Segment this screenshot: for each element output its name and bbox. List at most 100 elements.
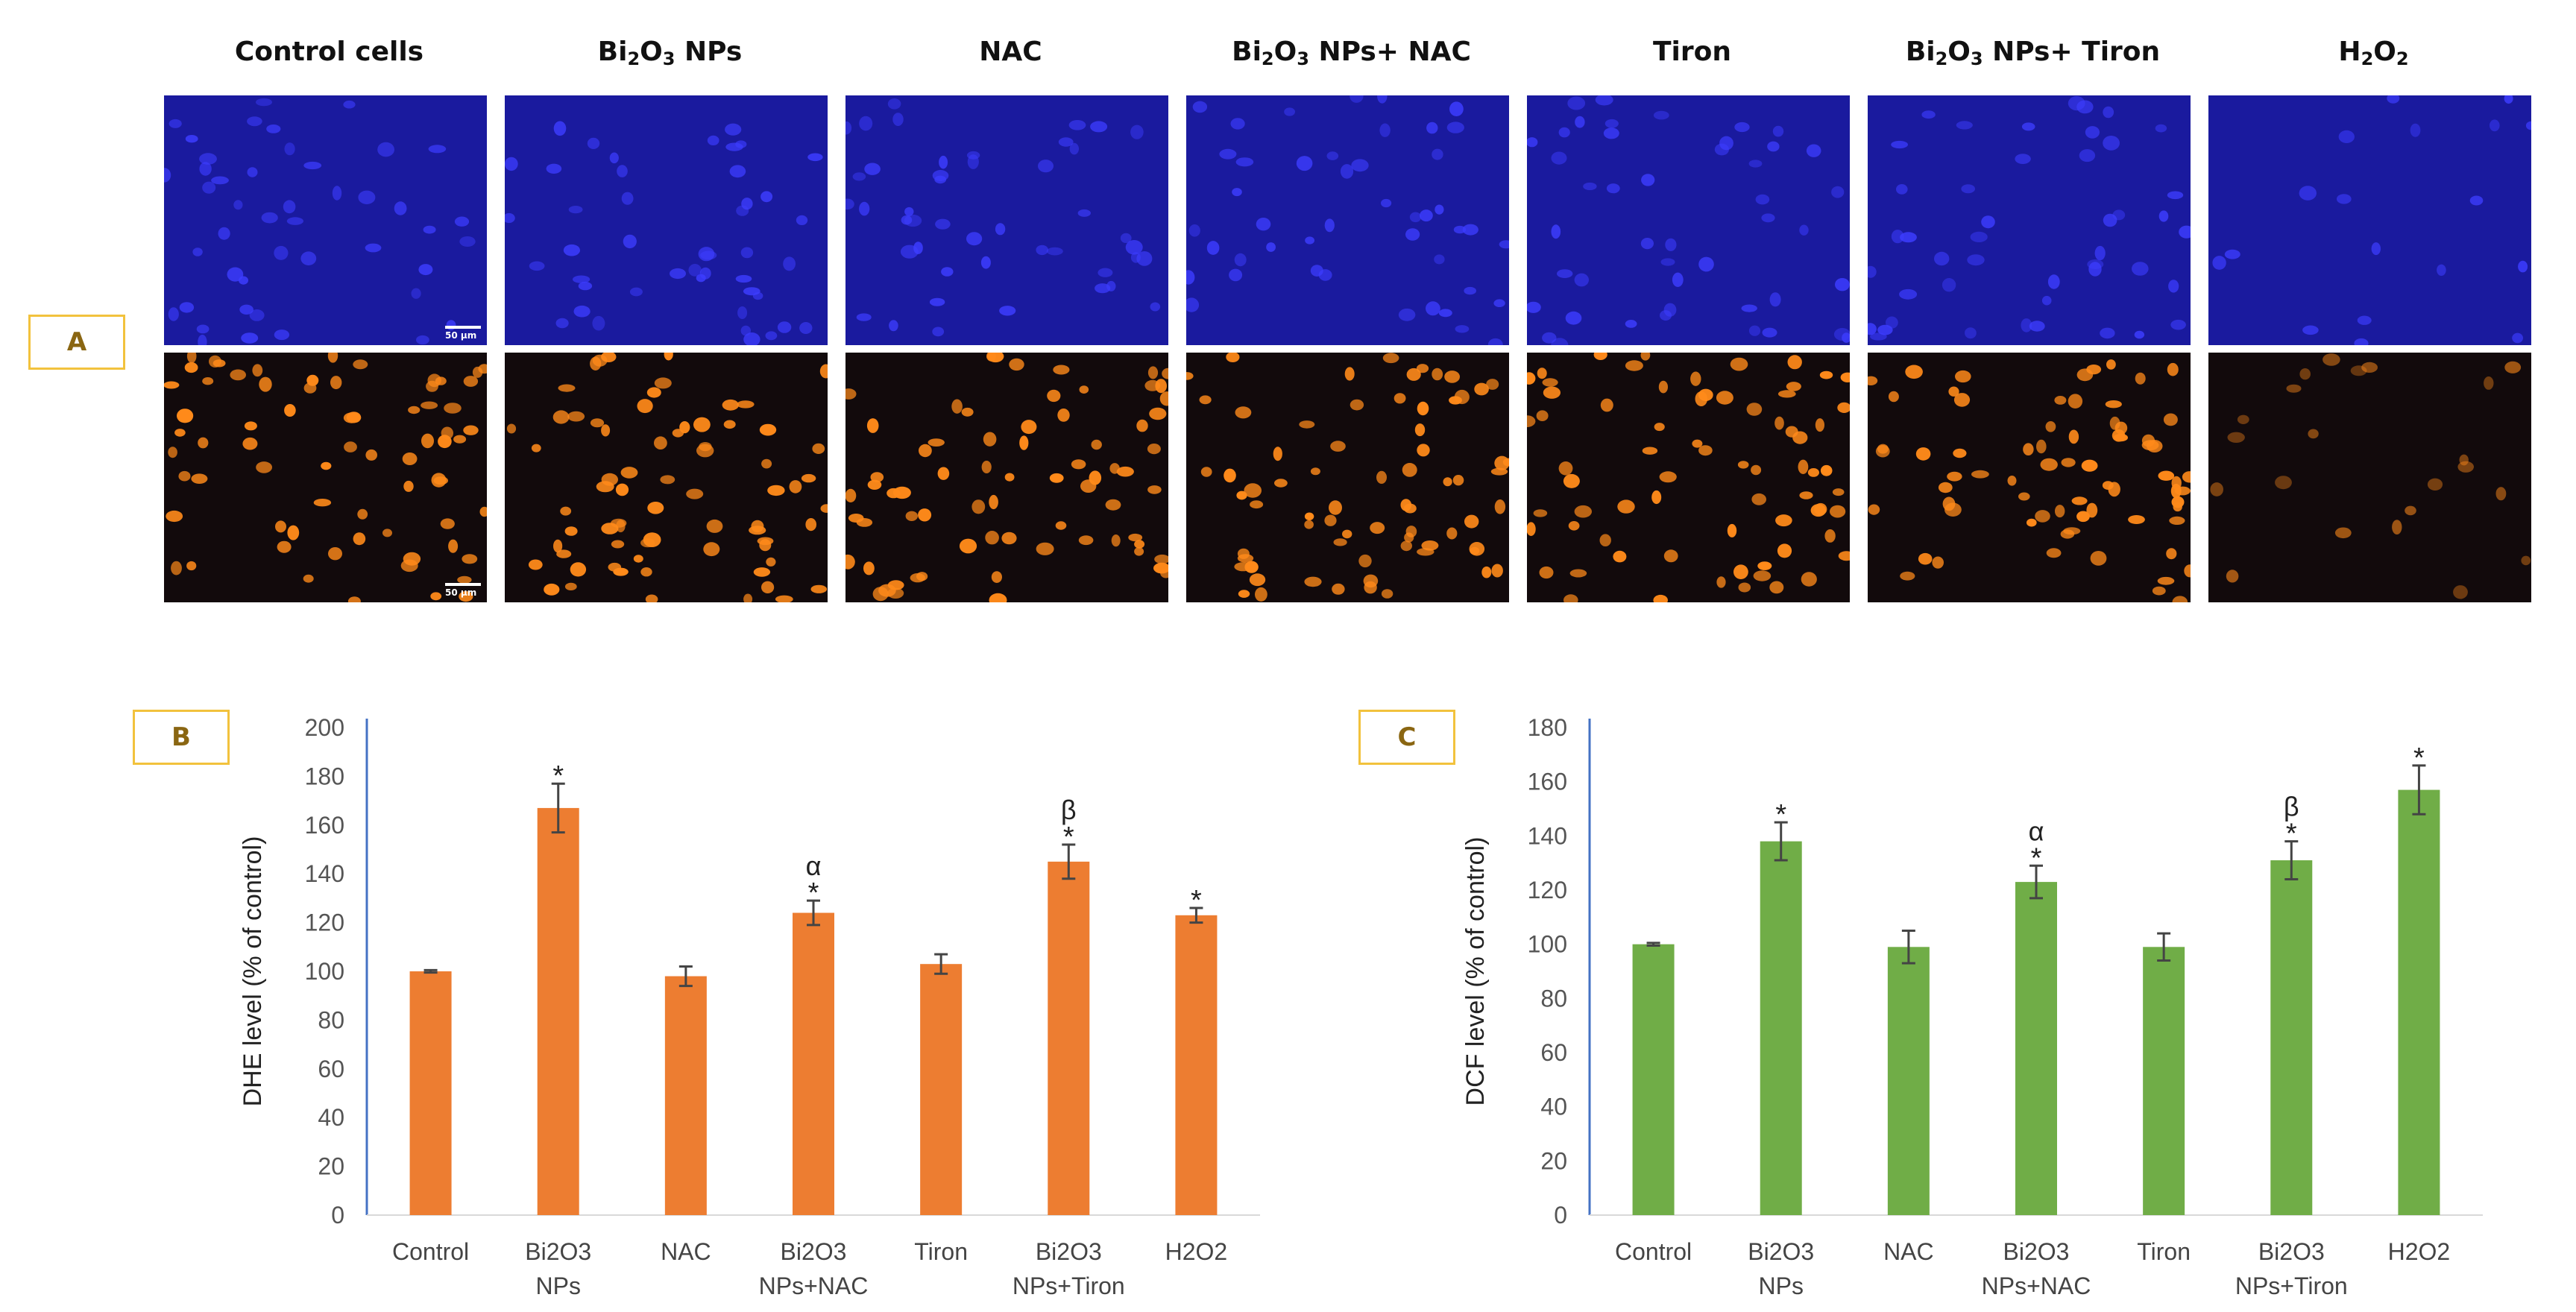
y-tick-label: 60 bbox=[318, 1056, 344, 1082]
y-tick-label: 140 bbox=[1528, 822, 1567, 849]
x-tick-label: Bi2O3 bbox=[1036, 1238, 1102, 1265]
bar-6 bbox=[2398, 789, 2440, 1215]
y-tick-label: 160 bbox=[1528, 769, 1567, 795]
column-title-4: Tiron bbox=[1525, 30, 1859, 75]
x-tick-label: Tiron bbox=[914, 1238, 968, 1265]
title-main: Bi bbox=[597, 37, 628, 67]
significance-mark: * bbox=[2286, 819, 2297, 850]
y-tick-label: 80 bbox=[1540, 985, 1567, 1012]
x-tick-label: Bi2O3 bbox=[2258, 1238, 2325, 1265]
title-sub2: 3 bbox=[1297, 48, 1309, 69]
y-tick-label: 80 bbox=[318, 1006, 344, 1033]
x-tick-label: Bi2O3 bbox=[2003, 1238, 2070, 1265]
bar-1 bbox=[1760, 841, 1802, 1215]
column-title-5: Bi2O3 NPs+ Tiron bbox=[1866, 30, 2199, 75]
title-sub: 2 bbox=[2361, 48, 2374, 69]
significance-mark: β bbox=[1061, 795, 1077, 825]
title-sub: 2 bbox=[627, 48, 640, 69]
column-title-6: H2O2 bbox=[2207, 30, 2540, 75]
x-tick-label: NAC bbox=[1883, 1238, 1934, 1265]
x-tick-label: Bi2O3 bbox=[525, 1238, 591, 1265]
orange-micrograph-0: 50 μm bbox=[164, 353, 487, 602]
title-sub: 2 bbox=[1261, 48, 1274, 69]
column-title-3: Bi2O3 NPs+ NAC bbox=[1185, 30, 1518, 75]
x-tick-label: NPs+NAC bbox=[759, 1272, 869, 1299]
scale-bar: 50 μm bbox=[445, 583, 481, 598]
significance-mark: α bbox=[806, 851, 822, 881]
column-title-1: Bi2O3 NPs bbox=[503, 30, 837, 75]
y-tick-label: 20 bbox=[1540, 1147, 1567, 1174]
significance-mark: α bbox=[2029, 816, 2044, 846]
title-sub2: 2 bbox=[2396, 48, 2409, 69]
y-tick-label: 20 bbox=[318, 1153, 344, 1180]
x-tick-label: Bi2O3 bbox=[1748, 1238, 1814, 1265]
y-tick-label: 180 bbox=[305, 763, 344, 789]
panel-label-a: A bbox=[28, 315, 125, 370]
y-axis-label: DCF level (% of control) bbox=[1461, 837, 1490, 1106]
title-tail: NPs+ NAC bbox=[1309, 37, 1471, 67]
bar-0 bbox=[1632, 944, 1675, 1215]
title-main: Bi bbox=[1905, 37, 1936, 67]
x-tick-label: NPs+NAC bbox=[1982, 1272, 2091, 1299]
y-tick-label: 0 bbox=[331, 1202, 344, 1229]
y-tick-label: 100 bbox=[305, 958, 344, 985]
x-tick-label: NPs+Tiron bbox=[2235, 1272, 2348, 1299]
significance-mark: β bbox=[2284, 792, 2299, 822]
column-title-2: NAC bbox=[844, 30, 1177, 75]
bar-0 bbox=[409, 971, 452, 1215]
x-tick-label: Control bbox=[1615, 1238, 1692, 1265]
y-tick-label: 180 bbox=[1528, 714, 1567, 741]
bar-5 bbox=[1048, 861, 1090, 1215]
y-tick-label: 140 bbox=[305, 860, 344, 887]
x-tick-label: NPs+Tiron bbox=[1013, 1272, 1125, 1299]
x-tick-label: NPs bbox=[1758, 1272, 1803, 1299]
title-main: Control cells bbox=[234, 37, 424, 67]
blue-micrograph-1 bbox=[505, 95, 828, 345]
bar-6 bbox=[1175, 915, 1218, 1215]
title-mid: O bbox=[1273, 37, 1297, 67]
orange-micrograph-6 bbox=[2208, 353, 2531, 602]
blue-micrograph-4 bbox=[1527, 95, 1850, 345]
x-tick-label: H2O2 bbox=[1165, 1238, 1228, 1265]
title-mid: O bbox=[1947, 37, 1971, 67]
dcf-bar-chart: DCF level (% of control) 0 20 40 60 80 100 120 1… bbox=[1461, 714, 2483, 1299]
y-tick-label: 40 bbox=[1540, 1094, 1567, 1120]
scale-bar-label: 50 μm bbox=[445, 330, 477, 341]
bar-3 bbox=[793, 912, 834, 1215]
y-tick-label: 160 bbox=[305, 812, 344, 839]
title-main: Tiron bbox=[1652, 37, 1731, 67]
y-tick-label: 200 bbox=[305, 714, 344, 741]
y-tick-label: 100 bbox=[1528, 931, 1567, 958]
panel-label-c: C bbox=[1358, 710, 1455, 765]
title-tail: NPs+ Tiron bbox=[1983, 37, 2161, 67]
title-tail: NPs bbox=[675, 37, 743, 67]
blue-micrograph-5 bbox=[1868, 95, 2191, 345]
scale-bar-label: 50 μm bbox=[445, 587, 477, 598]
title-mid: O bbox=[640, 37, 663, 67]
title-sub: 2 bbox=[1935, 48, 1948, 69]
orange-micrograph-3 bbox=[1186, 353, 1509, 602]
scale-bar: 50 μm bbox=[445, 326, 481, 341]
y-tick-label: 120 bbox=[1528, 877, 1567, 903]
significance-mark: * bbox=[2413, 742, 2425, 774]
significance-mark: * bbox=[2031, 842, 2042, 874]
x-tick-label: NPs bbox=[535, 1272, 580, 1299]
title-main: Bi bbox=[1232, 37, 1262, 67]
dhe-bar-chart: DHE level (% of control) 0 20 40 60 80 100 120 1… bbox=[239, 714, 1260, 1299]
blue-micrograph-3 bbox=[1186, 95, 1509, 345]
bar-1 bbox=[537, 807, 579, 1215]
x-tick-label: H2O2 bbox=[2388, 1238, 2451, 1265]
y-axis-label: DHE level (% of control) bbox=[239, 836, 267, 1107]
x-tick-label: Bi2O3 bbox=[781, 1238, 847, 1265]
bar-3 bbox=[2015, 882, 2057, 1215]
significance-mark: * bbox=[1775, 799, 1786, 830]
panel-label-b: B bbox=[133, 710, 230, 765]
orange-micrograph-2 bbox=[845, 353, 1168, 602]
significance-mark: * bbox=[1063, 821, 1074, 853]
bar-5 bbox=[2270, 860, 2313, 1215]
title-mid: O bbox=[2373, 37, 2396, 67]
significance-mark: * bbox=[552, 760, 564, 792]
significance-mark: * bbox=[808, 877, 819, 909]
y-tick-label: 0 bbox=[1554, 1202, 1567, 1229]
blue-micrograph-2 bbox=[845, 95, 1168, 345]
